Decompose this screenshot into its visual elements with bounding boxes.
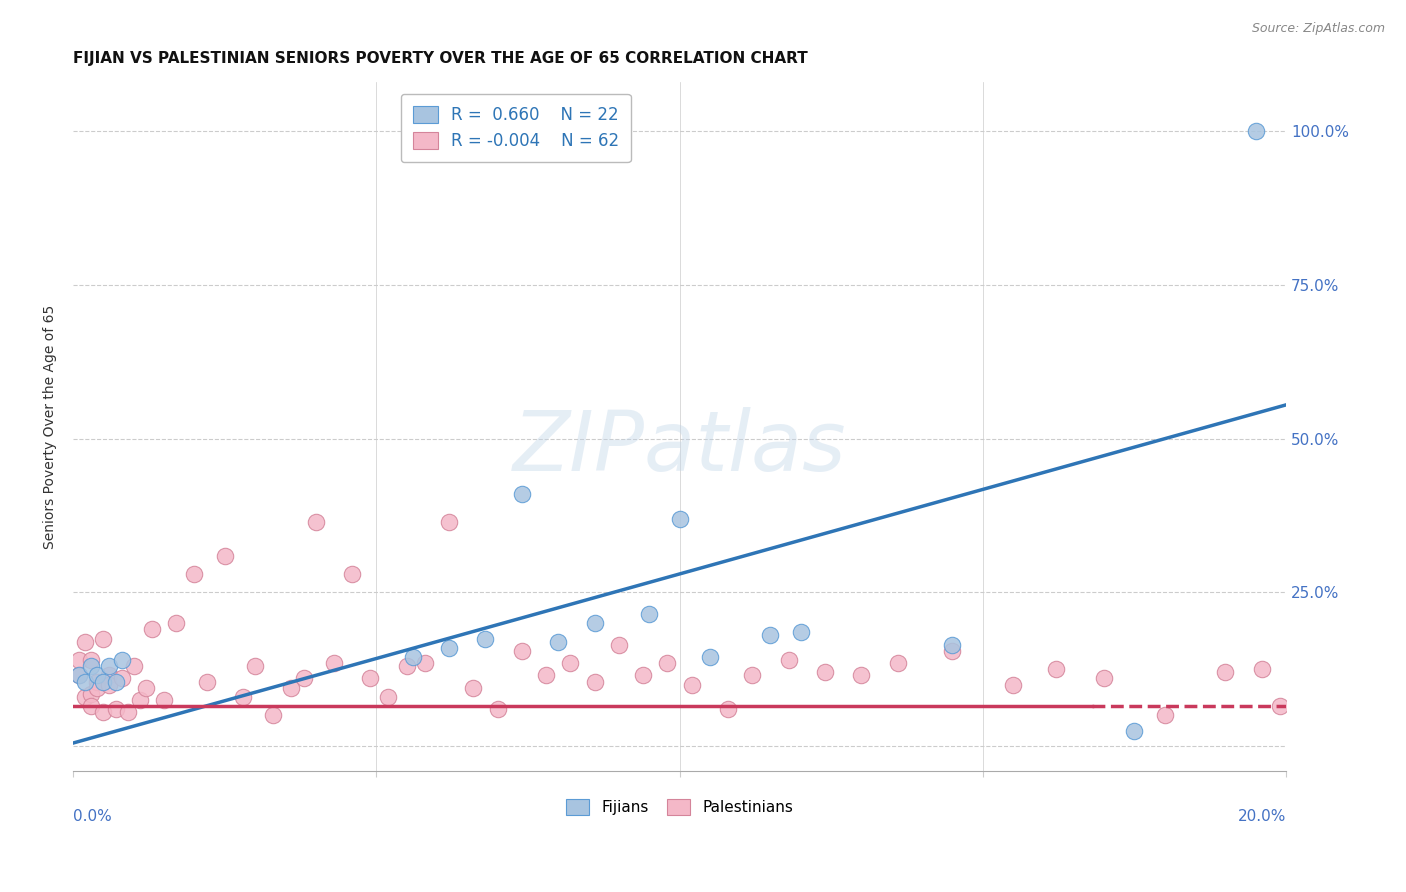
Point	[305, 515, 328, 529]
Point	[135, 681, 157, 695]
Point	[86, 668, 108, 682]
Point	[1092, 672, 1115, 686]
Point	[75, 690, 97, 704]
Point	[280, 681, 302, 695]
Point	[413, 656, 436, 670]
Point	[98, 668, 121, 682]
Point	[80, 659, 103, 673]
Point	[851, 668, 873, 682]
Point	[195, 674, 218, 689]
Point	[437, 640, 460, 655]
Point	[117, 706, 139, 720]
Point	[941, 644, 963, 658]
Point	[104, 702, 127, 716]
Text: 20.0%: 20.0%	[1237, 808, 1286, 823]
Point	[631, 668, 654, 682]
Point	[80, 653, 103, 667]
Point	[93, 706, 115, 720]
Point	[214, 549, 236, 563]
Text: Source: ZipAtlas.com: Source: ZipAtlas.com	[1251, 22, 1385, 36]
Point	[104, 674, 127, 689]
Point	[657, 656, 679, 670]
Point	[262, 708, 284, 723]
Point	[583, 616, 606, 631]
Y-axis label: Seniors Poverty Over the Age of 65: Seniors Poverty Over the Age of 65	[44, 304, 58, 549]
Point	[790, 625, 813, 640]
Point	[98, 678, 121, 692]
Point	[93, 632, 115, 646]
Point	[941, 638, 963, 652]
Point	[486, 702, 509, 716]
Point	[534, 668, 557, 682]
Point	[141, 622, 163, 636]
Point	[1153, 708, 1175, 723]
Point	[1123, 723, 1146, 738]
Point	[547, 634, 569, 648]
Point	[67, 653, 90, 667]
Point	[607, 638, 630, 652]
Text: 0.0%: 0.0%	[73, 808, 112, 823]
Point	[1045, 662, 1067, 676]
Point	[340, 566, 363, 581]
Point	[75, 674, 97, 689]
Point	[778, 653, 800, 667]
Point	[183, 566, 205, 581]
Point	[638, 607, 661, 621]
Point	[98, 659, 121, 673]
Point	[583, 674, 606, 689]
Point	[93, 674, 115, 689]
Point	[699, 650, 721, 665]
Point	[463, 681, 485, 695]
Point	[322, 656, 344, 670]
Point	[717, 702, 740, 716]
Point	[86, 674, 108, 689]
Text: ZIPatlas: ZIPatlas	[513, 407, 846, 488]
Point	[110, 653, 132, 667]
Point	[67, 668, 90, 682]
Point	[560, 656, 582, 670]
Point	[395, 659, 418, 673]
Point	[510, 487, 533, 501]
Point	[122, 659, 145, 673]
Point	[128, 693, 150, 707]
Point	[759, 628, 782, 642]
Point	[165, 616, 187, 631]
Point	[1250, 662, 1272, 676]
Point	[292, 672, 315, 686]
Point	[359, 672, 381, 686]
Point	[232, 690, 254, 704]
Point	[243, 659, 266, 673]
Point	[80, 699, 103, 714]
Point	[681, 678, 703, 692]
Point	[153, 693, 176, 707]
Point	[75, 634, 97, 648]
Point	[80, 687, 103, 701]
Point	[741, 668, 763, 682]
Legend: Fijians, Palestinians: Fijians, Palestinians	[560, 793, 799, 822]
Point	[402, 650, 425, 665]
Point	[814, 665, 837, 680]
Point	[668, 511, 690, 525]
Point	[510, 644, 533, 658]
Point	[1244, 124, 1267, 138]
Point	[474, 632, 496, 646]
Point	[86, 681, 108, 695]
Point	[110, 672, 132, 686]
Text: FIJIAN VS PALESTINIAN SENIORS POVERTY OVER THE AGE OF 65 CORRELATION CHART: FIJIAN VS PALESTINIAN SENIORS POVERTY OV…	[73, 51, 808, 66]
Point	[1002, 678, 1025, 692]
Point	[887, 656, 910, 670]
Point	[377, 690, 399, 704]
Point	[1213, 665, 1236, 680]
Point	[1268, 699, 1291, 714]
Point	[67, 668, 90, 682]
Point	[437, 515, 460, 529]
